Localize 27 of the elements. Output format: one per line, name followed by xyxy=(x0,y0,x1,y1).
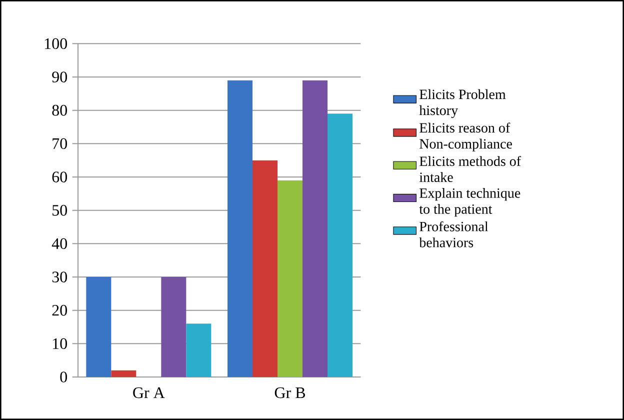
y-tick-label: 100 xyxy=(45,38,67,50)
y-tick-label: 70 xyxy=(52,138,67,150)
bar xyxy=(228,80,253,377)
y-tick-label: 30 xyxy=(52,272,67,282)
y-tick-label: 60 xyxy=(52,172,67,182)
y-tick-label: 0 xyxy=(60,372,67,382)
y-tick-label: 80 xyxy=(52,104,67,116)
bar xyxy=(302,80,328,377)
bar xyxy=(111,370,136,377)
legend-label: Explain technique to the patient xyxy=(419,188,520,217)
bar xyxy=(328,114,353,377)
y-tick-label: 40 xyxy=(52,238,67,250)
bar xyxy=(161,276,186,377)
bar xyxy=(186,324,212,377)
legend-label: Elicits reason of Non-compliance xyxy=(420,122,512,152)
bar xyxy=(252,160,278,377)
y-tick-label: 50 xyxy=(52,204,67,216)
legend-label: Elicits Problem history xyxy=(419,89,506,118)
y-tick-label: 10 xyxy=(53,338,67,350)
x-tick-label: Gr A xyxy=(133,387,165,398)
y-tick-label: 20 xyxy=(52,304,67,316)
legend-label: Elicits methods of intake xyxy=(419,156,522,182)
bar xyxy=(86,276,112,377)
legend-label: Professional behaviors xyxy=(419,221,488,248)
y-tick-label: 90 xyxy=(52,72,67,82)
x-tick-label: Gr B xyxy=(274,387,305,398)
bar xyxy=(278,180,302,377)
